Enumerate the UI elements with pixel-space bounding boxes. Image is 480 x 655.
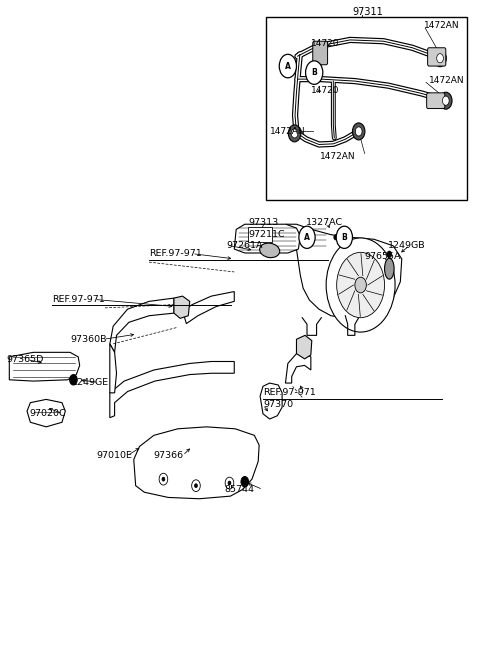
Ellipse shape [384, 258, 394, 279]
Text: 14720: 14720 [311, 39, 339, 48]
Polygon shape [9, 352, 80, 381]
Text: 97366: 97366 [153, 451, 183, 460]
Text: B: B [312, 68, 317, 77]
Circle shape [159, 474, 168, 485]
Circle shape [387, 251, 392, 257]
Polygon shape [174, 296, 190, 318]
Ellipse shape [260, 243, 280, 257]
Circle shape [194, 483, 197, 487]
Circle shape [241, 477, 249, 487]
Circle shape [162, 477, 165, 481]
Polygon shape [27, 400, 65, 427]
Text: 1472AN: 1472AN [270, 127, 305, 136]
Text: 1472AN: 1472AN [429, 76, 465, 85]
Polygon shape [286, 224, 402, 318]
Polygon shape [134, 427, 259, 498]
Circle shape [299, 226, 315, 248]
Text: A: A [304, 233, 310, 242]
Text: 14720: 14720 [311, 86, 339, 96]
FancyBboxPatch shape [248, 227, 272, 242]
Text: B: B [341, 233, 347, 242]
Polygon shape [182, 291, 234, 324]
Text: 97211C: 97211C [249, 229, 285, 238]
Circle shape [228, 481, 231, 485]
FancyBboxPatch shape [427, 93, 445, 109]
Circle shape [192, 480, 200, 491]
Text: 97313: 97313 [249, 218, 279, 227]
Text: 1249GB: 1249GB [388, 240, 426, 250]
Circle shape [336, 252, 384, 318]
FancyBboxPatch shape [266, 17, 468, 200]
Text: 97311: 97311 [352, 7, 383, 18]
Circle shape [434, 50, 446, 67]
Circle shape [70, 375, 77, 385]
Text: 97261A: 97261A [227, 240, 263, 250]
Circle shape [288, 125, 301, 142]
Text: A: A [285, 62, 291, 71]
Text: 97655A: 97655A [364, 252, 401, 261]
Text: 1327AC: 1327AC [306, 218, 343, 227]
Text: REF.97-971: REF.97-971 [149, 249, 202, 258]
Polygon shape [110, 362, 234, 418]
Circle shape [437, 54, 444, 63]
Circle shape [334, 234, 337, 240]
Text: 85744: 85744 [225, 485, 255, 494]
Circle shape [291, 129, 298, 138]
Circle shape [443, 96, 449, 105]
Text: REF.97-971: REF.97-971 [263, 388, 316, 398]
Circle shape [440, 92, 452, 109]
Polygon shape [110, 344, 117, 393]
Circle shape [355, 127, 362, 136]
Circle shape [336, 226, 352, 248]
Text: 1472AN: 1472AN [321, 152, 356, 160]
Text: 1249GE: 1249GE [72, 378, 108, 387]
Text: REF.97-971: REF.97-971 [52, 295, 105, 304]
FancyBboxPatch shape [428, 48, 446, 66]
FancyBboxPatch shape [313, 41, 327, 65]
Polygon shape [297, 335, 312, 359]
Circle shape [355, 277, 366, 293]
Polygon shape [260, 383, 282, 419]
Polygon shape [286, 352, 311, 383]
Circle shape [225, 477, 234, 489]
Polygon shape [110, 298, 174, 352]
Circle shape [326, 238, 395, 332]
Text: 97360B: 97360B [70, 335, 107, 344]
Circle shape [306, 61, 323, 84]
Text: 97370: 97370 [263, 400, 293, 409]
Text: 97020C: 97020C [29, 409, 66, 419]
Polygon shape [234, 224, 300, 253]
Circle shape [352, 123, 365, 140]
Text: 97010E: 97010E [96, 451, 132, 460]
Circle shape [279, 54, 297, 78]
Text: 1472AN: 1472AN [424, 21, 460, 30]
Text: 97365D: 97365D [6, 355, 44, 364]
